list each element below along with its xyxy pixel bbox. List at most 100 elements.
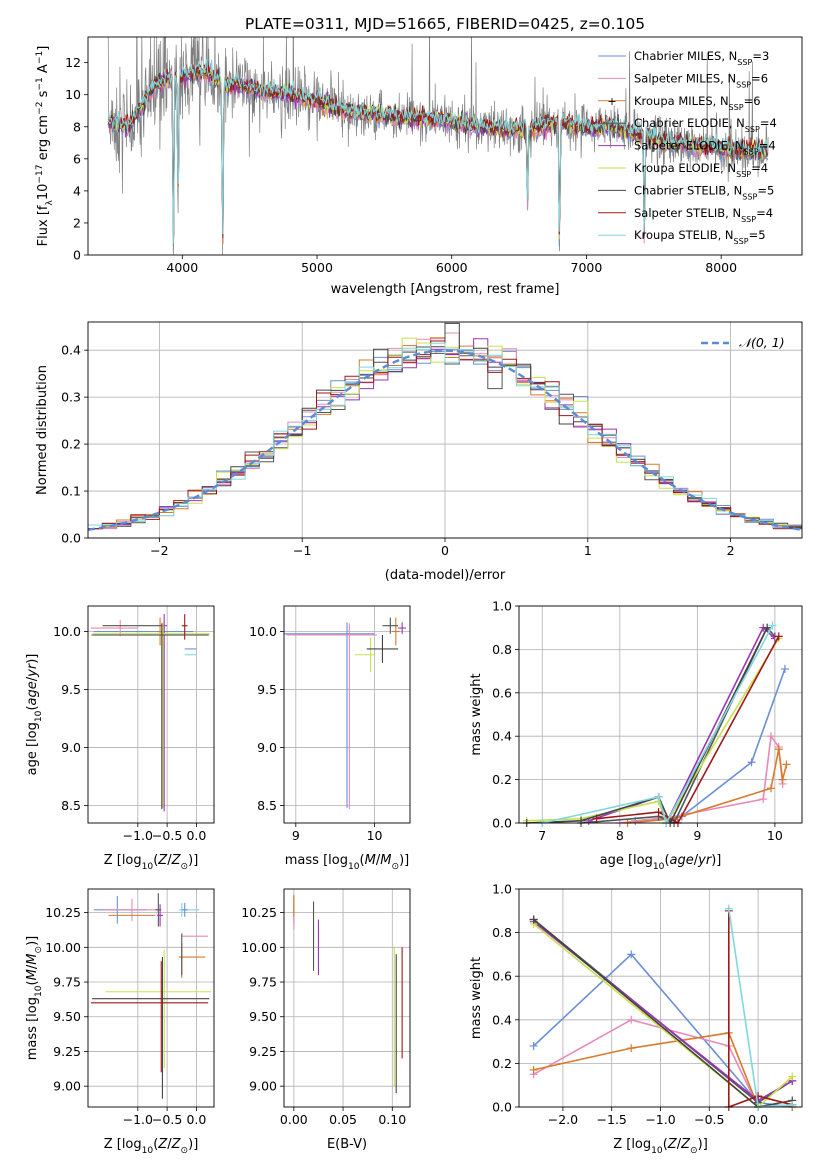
legend-label: Chabrier ELODIE, NSSP=4: [634, 116, 777, 134]
x-tick-label: 0.00: [280, 1112, 308, 1127]
y-tick-label: 9.50: [249, 1009, 277, 1024]
x-tick-label: 0.0: [186, 1112, 206, 1127]
legend-label: Salpeter STELIB, NSSP=4: [634, 206, 773, 224]
y-tick-label: 9.25: [249, 1044, 277, 1059]
weight-line: [542, 625, 774, 823]
weight-vs-age-xlabel: age [log10(age/yr)]: [600, 853, 722, 872]
x-tick-label: 0.0: [748, 1112, 768, 1127]
axes-frame: [87, 321, 803, 539]
x-tick-label: 8000: [705, 260, 737, 275]
weight-marker: [592, 814, 601, 823]
mass-vs-EBV-xlabel: E(B-V): [327, 1137, 367, 1152]
weight-marker: [766, 784, 775, 793]
x-tick-label: 1: [584, 543, 592, 558]
y-tick-label: 10.25: [241, 905, 277, 920]
weight-marker: [763, 623, 772, 632]
weight-line: [533, 923, 793, 1107]
residuals-xlabel: (data-model)/error: [385, 568, 506, 583]
weight-marker: [778, 775, 787, 784]
weight-vs-Z-panel: −2.0 −1.5 −1.0 −0.5 0.0 0.0 0.2 0.4 0.6 0.8 1.0 Z […: [469, 882, 803, 1156]
x-tick-label: −1: [293, 543, 311, 558]
x-tick-label: −2.0: [548, 1112, 578, 1127]
x-tick-label: −1.5: [597, 1112, 627, 1127]
weight-marker: [788, 1100, 797, 1109]
normal-curve: [88, 349, 802, 531]
y-tick-label: 0.4: [61, 343, 81, 358]
y-tick-label: 9.5: [257, 682, 277, 697]
spectrum-model-line: [107, 58, 769, 244]
x-tick-label: 7000: [571, 260, 603, 275]
weight-marker: [788, 1072, 797, 1081]
x-tick-label: 5000: [301, 260, 333, 275]
y-tick-label: 0.8: [492, 642, 512, 657]
x-tick-label: −1.0: [645, 1112, 675, 1127]
residuals-panel: −2 −1 0 1 2 0.0 0.1 0.2 0.3 0.4 (data-model)/error…: [35, 321, 803, 583]
y-tick-label: 9.75: [53, 975, 81, 990]
mass-vs-Z-xlabel: Z [log10(Z/Z⊙)]: [104, 1137, 199, 1156]
weight-marker: [529, 1041, 538, 1050]
histogram-step: [88, 332, 802, 530]
legend-label: Kroupa ELODIE, NSSP=4: [634, 161, 768, 179]
y-tick-label: 0.2: [492, 1056, 512, 1071]
weight-vs-Z-xlabel: Z [log10(Z/Z⊙)]: [613, 1137, 708, 1156]
legend-label: Kroupa MILES, NSSP=6: [634, 94, 761, 112]
y-tick-label: 2: [73, 215, 81, 230]
weight-marker: [654, 808, 663, 817]
weight-marker: [577, 816, 586, 825]
weight-marker: [754, 1092, 763, 1101]
x-tick-label: 6000: [436, 260, 468, 275]
y-tick-label: 8.5: [257, 798, 277, 813]
weight-marker: [774, 632, 783, 641]
age-vs-Z-ylabel: age [log10(age/yr)]: [25, 654, 44, 776]
weight-line: [580, 626, 776, 823]
y-tick-label: 9.00: [249, 1079, 277, 1094]
weight-vs-Z-ylabel: mass weight: [469, 957, 484, 1039]
legend-label: Salpeter ELODIE, NSSP=4: [634, 139, 776, 157]
weight-marker: [774, 745, 783, 754]
y-tick-label: 1.0: [492, 882, 512, 897]
y-tick-label: 1.0: [492, 599, 512, 614]
y-tick-label: 6: [73, 151, 81, 166]
x-tick-label: 9: [292, 828, 300, 843]
y-tick-label: 10.0: [249, 624, 277, 639]
weight-line: [727, 910, 793, 1107]
x-tick-label: 4000: [166, 260, 198, 275]
weight-vs-age-ylabel: mass weight: [469, 673, 484, 755]
x-tick-label: 10: [367, 828, 383, 843]
y-tick-label: 9.00: [53, 1079, 81, 1094]
legend-label: Salpeter MILES, NSSP=6: [634, 71, 768, 89]
y-tick-label: 0.0: [492, 816, 512, 831]
weight-marker: [782, 760, 791, 769]
legend-label: Kroupa STELIB, NSSP=5: [634, 228, 766, 246]
spectrum-ylabel: Flux [fλ10−17 erg cm−2 s−1 A−1]: [35, 46, 55, 247]
x-tick-label: 9: [693, 828, 701, 843]
axes-frame: [518, 605, 803, 824]
residuals-ylabel: Normed distribution: [35, 365, 50, 495]
weight-marker: [759, 795, 768, 804]
y-tick-label: 0.2: [61, 437, 81, 452]
y-tick-label: 0.6: [492, 685, 512, 700]
y-tick-label: 0.3: [61, 390, 81, 405]
y-tick-label: 4: [73, 183, 81, 198]
y-tick-label: 0.4: [492, 1012, 512, 1027]
x-tick-label: 0.05: [329, 1112, 357, 1127]
y-tick-label: 10.00: [45, 940, 81, 955]
x-tick-label: 8: [616, 828, 624, 843]
legend-label: Chabrier MILES, NSSP=3: [634, 49, 769, 67]
weight-marker: [766, 732, 775, 741]
weight-marker: [627, 950, 636, 959]
weight-line: [728, 908, 793, 1107]
x-tick-label: −1.0: [123, 1112, 153, 1127]
y-tick-label: 12: [65, 55, 81, 70]
axes-frame: [87, 36, 803, 256]
weight-marker: [768, 621, 777, 630]
weight-vs-age-panel: 7 8 9 10 0.0 0.2 0.4 0.6 0.8 1.0 age [log10(age/yr…: [469, 599, 803, 872]
weight-marker: [529, 915, 538, 924]
mass-vs-Z-panel: −1.0−0.5 0.0 9.00 9.25 9.50 9.75 10.00 10.25 Z […: [25, 888, 215, 1156]
weight-line: [526, 638, 780, 823]
figure-title: PLATE=0311, MJD=51665, FIBERID=0425, z=0…: [245, 15, 645, 33]
x-tick-label: −2: [150, 543, 168, 558]
y-tick-label: 0.6: [492, 969, 512, 984]
age-vs-Z-panel: −1.0−0.5 0.0 8.5 9.0 9.5 10.0 Z [log10(Z/Z⊙)] a…: [25, 605, 215, 872]
